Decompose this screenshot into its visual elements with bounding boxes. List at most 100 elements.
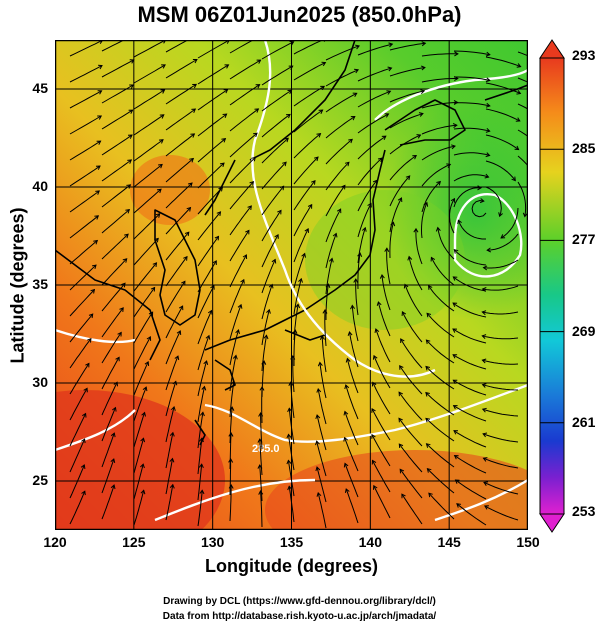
streamline <box>197 260 217 293</box>
y-tick-label: 30 <box>32 374 48 390</box>
streamline-arrowhead <box>317 361 323 367</box>
streamline <box>389 90 425 103</box>
streamline-arrowhead <box>498 212 503 218</box>
streamline <box>415 228 423 265</box>
streamline-arrowhead <box>87 337 92 343</box>
streamline <box>453 430 487 448</box>
streamline <box>344 411 359 446</box>
streamline <box>165 305 184 339</box>
streamline-arrowhead <box>484 173 490 179</box>
streamline <box>421 101 458 109</box>
streamline-arrowhead <box>426 468 432 473</box>
streamline <box>457 220 486 240</box>
streamline <box>197 360 208 397</box>
streamline-arrowhead <box>350 304 356 310</box>
streamline <box>165 231 190 261</box>
streamline <box>165 133 195 157</box>
streamline <box>317 388 327 425</box>
streamline <box>133 438 144 474</box>
x-tick-label: 130 <box>200 534 225 550</box>
streamline <box>101 233 129 260</box>
streamline-arrowhead <box>372 354 378 360</box>
streamline-arrowhead <box>484 505 489 510</box>
streamline-arrowhead <box>452 302 458 308</box>
streamline <box>471 199 487 218</box>
streamline-arrowhead <box>435 226 441 232</box>
streamline <box>288 486 295 523</box>
streamline <box>101 332 122 364</box>
streamline-arrowhead <box>457 219 462 225</box>
streamline-arrowhead <box>205 334 211 340</box>
streamline <box>517 77 528 83</box>
streamline-arrowhead <box>374 328 380 334</box>
streamline-arrowhead <box>425 391 430 397</box>
streamline <box>453 276 487 292</box>
streamline <box>165 40 189 53</box>
streamline <box>389 113 424 129</box>
streamline <box>101 484 115 520</box>
warm-region-south <box>55 390 225 530</box>
streamline-arrowhead <box>140 437 146 443</box>
streamline-arrowhead <box>481 383 487 388</box>
streamline <box>133 139 164 162</box>
streamline <box>344 463 359 498</box>
streamline <box>344 437 359 472</box>
streamline <box>357 253 361 290</box>
streamline-arrowhead <box>452 354 458 359</box>
streamline-arrowhead <box>311 180 316 185</box>
streamline-arrowhead <box>452 379 458 385</box>
streamline <box>482 384 519 391</box>
streamline <box>69 190 100 213</box>
streamline <box>101 433 115 468</box>
streamline <box>69 491 86 525</box>
streamline-arrowhead <box>183 255 188 261</box>
streamline-arrowhead <box>450 197 456 203</box>
streamline <box>165 432 174 469</box>
streamline <box>325 208 342 243</box>
streamline <box>229 407 233 444</box>
streamline-arrowhead <box>446 163 452 168</box>
graticule <box>55 40 528 530</box>
streamline-arrowhead <box>152 262 158 267</box>
streamline-arrowhead <box>381 135 387 141</box>
streamline <box>427 468 455 494</box>
streamline <box>69 313 94 343</box>
streamline-arrowhead <box>214 235 220 241</box>
streamline <box>229 157 256 184</box>
streamline <box>101 134 133 156</box>
streamline <box>229 132 258 158</box>
streamline <box>517 51 528 57</box>
streamline <box>259 439 263 476</box>
streamline <box>133 287 156 318</box>
streamline <box>197 40 230 59</box>
streamline <box>316 414 327 451</box>
y-tick-label: 45 <box>32 80 48 96</box>
streamline-arrowhead <box>98 64 103 70</box>
streamline <box>165 158 194 183</box>
streamline <box>485 56 521 68</box>
streamline-arrowhead <box>390 221 396 227</box>
streamline-arrowhead <box>82 412 87 418</box>
streamline <box>453 174 489 182</box>
streamline-arrowhead <box>413 227 419 233</box>
streamline <box>487 233 519 251</box>
streamline-arrowhead <box>388 42 394 48</box>
streamline <box>197 187 223 215</box>
streamline-arrowhead <box>85 362 90 368</box>
streamline <box>261 284 273 320</box>
streamline-arrowhead <box>247 205 252 211</box>
streamline <box>261 161 287 190</box>
streamline <box>373 355 391 389</box>
streamline-arrowhead <box>258 412 264 417</box>
streamline-arrowhead <box>186 206 192 212</box>
streamline <box>101 458 115 494</box>
streamline-arrowhead <box>514 145 520 151</box>
streamline <box>325 161 350 191</box>
streamline <box>197 113 227 137</box>
streamline-arrowhead <box>216 211 222 216</box>
streamline <box>426 312 455 338</box>
streamline <box>133 464 144 500</box>
streamline <box>165 83 197 105</box>
streamline-arrowhead <box>398 391 404 397</box>
streamline-arrowhead <box>453 249 459 254</box>
